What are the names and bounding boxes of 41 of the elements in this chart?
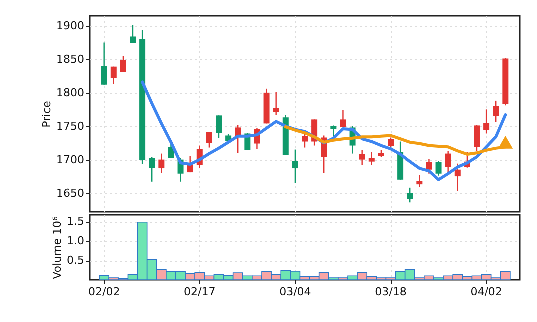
y-tick-label: 1.0: [67, 234, 84, 248]
y-tick-label: 1700: [56, 153, 84, 166]
candlestick: [436, 160, 442, 176]
candlestick: [110, 66, 117, 85]
candlestick: [445, 150, 452, 174]
candlestick: [235, 124, 242, 154]
y-tick-label: 1800: [56, 86, 84, 100]
y-axis-title: Volume 10⁶: [51, 216, 64, 280]
x-tick-label: 03/18: [375, 286, 407, 298]
candlestick: [359, 150, 366, 166]
candlestick: [292, 149, 298, 184]
candlestick: [416, 174, 423, 188]
x-tick-label: 04/02: [470, 286, 502, 298]
y-tick-label: 0.5: [67, 254, 84, 268]
candlestick: [158, 153, 165, 174]
candlestick: [273, 92, 280, 116]
candlestick: [484, 109, 490, 134]
candlestick: [101, 42, 108, 86]
x-tick-label: 03/04: [280, 286, 312, 298]
y-tick-label: 1900: [56, 20, 84, 33]
y-axis-title: Price: [40, 100, 54, 128]
y-tick-label: 1650: [56, 186, 84, 200]
candlestick: [474, 124, 480, 152]
candlestick: [340, 110, 346, 128]
candlestick: [407, 187, 414, 204]
candlestick: [426, 158, 432, 174]
candlestick: [368, 152, 375, 166]
candlestick: [149, 156, 156, 182]
y-tick-label: 1850: [56, 52, 84, 66]
x-tick-label: 02/02: [88, 286, 120, 298]
candlestick: [120, 56, 126, 73]
candlestick: [454, 163, 461, 192]
x-tick-label: 02/17: [184, 286, 216, 298]
candlestick: [130, 24, 136, 44]
candlestick: [388, 137, 394, 148]
candlestick: [493, 100, 500, 123]
y-tick-label: 1750: [56, 120, 84, 133]
candlestick: [216, 115, 222, 140]
candlestick: [302, 133, 308, 148]
y-tick-label: 1.5: [67, 215, 84, 228]
candlestick: [206, 132, 212, 148]
